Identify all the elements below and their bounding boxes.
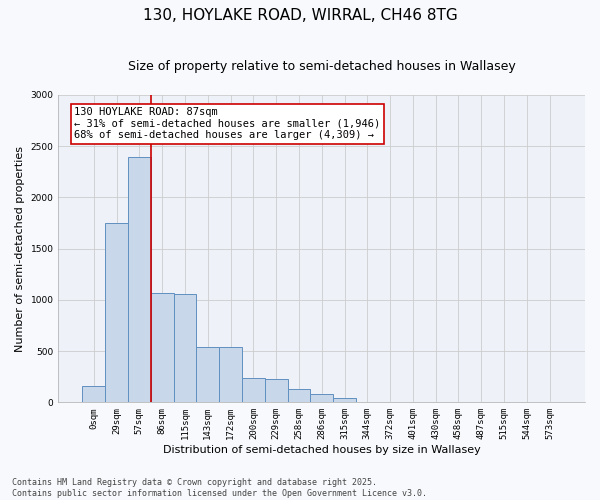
X-axis label: Distribution of semi-detached houses by size in Wallasey: Distribution of semi-detached houses by … [163,445,481,455]
Bar [173,294,196,403]
Bar [128,158,151,402]
Bar [265,379,287,402]
Bar [196,347,219,403]
Text: 130, HOYLAKE ROAD, WIRRAL, CH46 8TG: 130, HOYLAKE ROAD, WIRRAL, CH46 8TG [143,8,457,22]
Title: Size of property relative to semi-detached houses in Wallasey: Size of property relative to semi-detach… [128,60,515,73]
Text: 130 HOYLAKE ROAD: 87sqm
← 31% of semi-detached houses are smaller (1,946)
68% of: 130 HOYLAKE ROAD: 87sqm ← 31% of semi-de… [74,108,380,140]
Bar [333,398,356,402]
Bar [82,386,105,402]
Bar [105,223,128,402]
Text: Contains HM Land Registry data © Crown copyright and database right 2025.
Contai: Contains HM Land Registry data © Crown c… [12,478,427,498]
Y-axis label: Number of semi-detached properties: Number of semi-detached properties [15,146,25,352]
Bar [287,389,310,402]
Bar [242,378,265,402]
Bar [219,347,242,403]
Bar [310,394,333,402]
Bar [151,292,173,403]
